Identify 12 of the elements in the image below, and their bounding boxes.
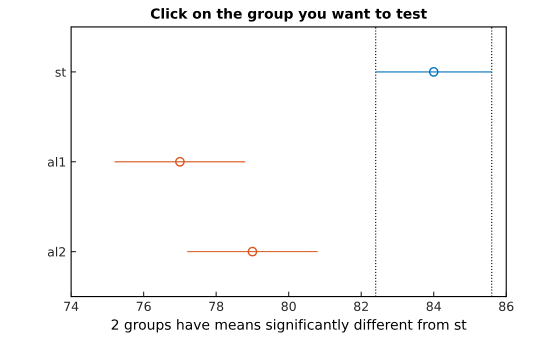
y-tick-label: st [56, 68, 66, 77]
x-axis-title: 2 groups have means significantly different from st [112, 319, 466, 333]
x-tick-label: 82 [354, 302, 368, 312]
chart-title: Click on the group you want to test [150, 8, 427, 22]
y-tick-label: al2 [48, 246, 66, 257]
x-tick-label: 76 [136, 302, 151, 312]
x-tick-label: 86 [499, 302, 514, 312]
x-tick-label: 80 [282, 302, 296, 312]
y-tick-label: al1 [48, 157, 66, 167]
x-tick-label: 78 [209, 302, 224, 312]
x-tick-label: 84 [426, 302, 441, 312]
x-tick-label: 74 [64, 302, 78, 311]
